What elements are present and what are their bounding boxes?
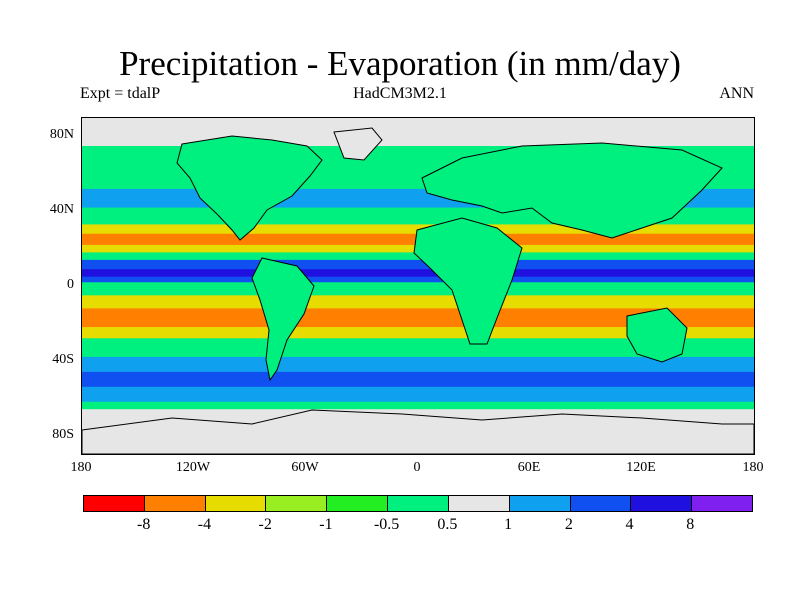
antarctica-outline <box>82 409 754 454</box>
lon-tick-60e: 60E <box>517 460 541 475</box>
legend-swatch-4 <box>327 496 389 511</box>
precip-band-7 <box>82 308 754 328</box>
legend-label: 8 <box>686 516 695 533</box>
eurasia-outline <box>421 142 723 239</box>
lon-tick-0: 0 <box>413 460 421 475</box>
legend-label: 1 <box>504 516 513 533</box>
lat-tick-40n: 40N <box>49 202 74 217</box>
legend-label: 0.5 <box>437 516 458 533</box>
continent-outlines <box>82 127 754 454</box>
legend-label: -2 <box>258 516 272 533</box>
africa-outline <box>413 217 523 345</box>
season-label: ANN <box>719 85 754 102</box>
lat-tick-0: 0 <box>67 277 74 292</box>
lon-tick-120e: 120E <box>626 460 656 475</box>
experiment-label: Expt = tdalP <box>80 85 161 102</box>
lat-tick-80s: 80S <box>52 427 74 442</box>
legend-label: -0.5 <box>373 516 400 533</box>
australia-outline <box>626 307 688 363</box>
legend-label: 4 <box>625 516 634 533</box>
legend-label: -4 <box>197 516 212 533</box>
lat-tick-80n: 80N <box>49 127 74 142</box>
south-america-outline <box>251 257 315 382</box>
legend-swatch-1 <box>144 496 206 511</box>
legend-swatch-2 <box>205 496 267 511</box>
legend-swatch-5 <box>388 496 449 511</box>
legend-swatch-0 <box>84 496 145 511</box>
lon-tick-180w: 180 <box>70 460 92 475</box>
color-legend <box>83 495 753 512</box>
legend-swatch-10 <box>692 496 752 511</box>
lon-tick-120w: 120W <box>175 460 211 475</box>
precip-band-9 <box>82 371 754 387</box>
chart-title: Precipitation - Evaporation (in mm/day) <box>119 44 681 83</box>
legend-label: -8 <box>137 516 151 533</box>
world-map <box>81 117 755 455</box>
legend-swatch-6 <box>448 496 510 511</box>
legend-label: -1 <box>319 516 333 533</box>
precip-band-5 <box>82 269 754 277</box>
lon-tick-180e: 180 <box>742 460 764 475</box>
legend-label: 2 <box>564 516 573 533</box>
greenland-outline <box>333 127 383 161</box>
model-label: HadCM3M2.1 <box>353 85 447 102</box>
precip-band-0 <box>82 118 754 146</box>
lon-tick-60w: 60W <box>291 460 319 475</box>
lat-tick-40s: 40S <box>52 352 74 367</box>
north-america-outline <box>176 135 323 241</box>
legend-swatch-9 <box>631 496 693 511</box>
legend-swatch-7 <box>509 496 571 511</box>
legend-swatch-8 <box>570 496 632 511</box>
legend-swatch-3 <box>266 496 328 511</box>
